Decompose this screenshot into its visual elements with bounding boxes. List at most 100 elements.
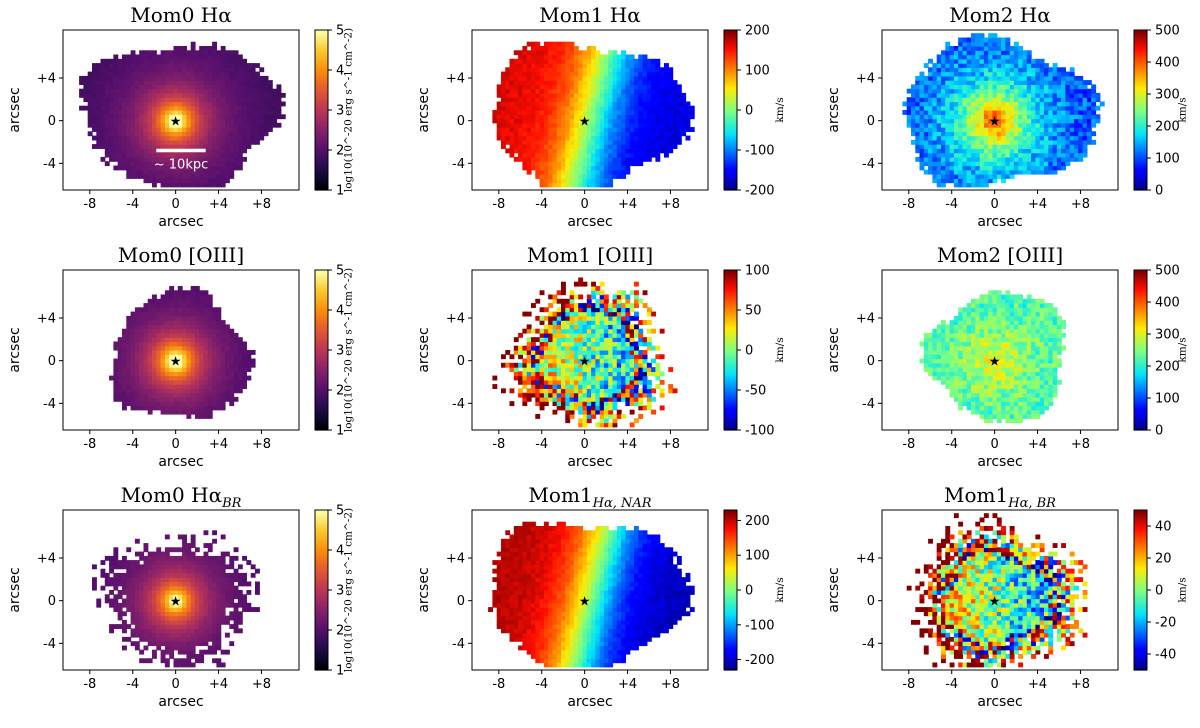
heatmap-cell — [673, 102, 678, 107]
heatmap-cell — [208, 127, 213, 132]
heatmap-cell — [608, 102, 613, 107]
heatmap-cell — [967, 153, 972, 158]
heatmap-cell — [1018, 136, 1023, 141]
heatmap-cell — [204, 401, 209, 406]
heatmap-cell — [975, 183, 980, 188]
heatmap-cell — [109, 119, 114, 124]
heatmap-cell — [638, 63, 643, 68]
heatmap-cell — [501, 388, 506, 393]
heatmap-cell — [204, 406, 209, 411]
heatmap-cell — [950, 157, 955, 162]
heatmap-cell — [578, 93, 583, 98]
heatmap-cell — [268, 127, 273, 132]
heatmap-cell — [96, 102, 101, 107]
heatmap-cell — [161, 93, 166, 98]
heatmap-cell — [135, 63, 140, 68]
heatmap-cell — [199, 397, 204, 402]
heatmap-cell — [928, 93, 933, 98]
heatmap-cell — [945, 89, 950, 94]
heatmap-cell — [122, 346, 127, 351]
heatmap-cell — [144, 144, 149, 149]
heatmap-cell — [937, 148, 942, 153]
heatmap-cell — [135, 136, 140, 141]
heatmap-cell — [668, 89, 673, 94]
heatmap-cell — [975, 67, 980, 72]
heatmap-cell — [1001, 106, 1006, 111]
heatmap-cell — [984, 106, 989, 111]
heatmap-cell — [557, 148, 562, 153]
heatmap-cell — [83, 80, 88, 85]
heatmap-cell — [178, 401, 183, 406]
heatmap-cell — [152, 397, 157, 402]
heatmap-cell — [225, 157, 230, 162]
heatmap-cell — [643, 136, 648, 141]
heatmap-cell — [216, 93, 221, 98]
heatmap-cell — [514, 157, 519, 162]
heatmap-cell — [1074, 76, 1079, 81]
heatmap-cell — [613, 102, 618, 107]
heatmap-cell — [1078, 144, 1083, 149]
heatmap-cell — [975, 174, 980, 179]
heatmap-cell — [1070, 148, 1075, 153]
heatmap-cell — [161, 110, 166, 115]
heatmap-cell — [156, 401, 161, 406]
heatmap-cell — [1010, 46, 1015, 51]
heatmap-cell — [1001, 123, 1006, 128]
heatmap-cell — [553, 89, 558, 94]
heatmap-cell — [553, 80, 558, 85]
heatmap-cell — [191, 307, 196, 312]
heatmap-cell — [997, 42, 1002, 47]
heatmap-cell — [967, 136, 972, 141]
heatmap-cell — [570, 50, 575, 55]
heatmap-cell — [169, 329, 174, 334]
heatmap-cell — [548, 376, 553, 381]
heatmap-cell — [212, 350, 217, 355]
heatmap-cell — [105, 123, 110, 128]
heatmap-cell — [634, 80, 639, 85]
heatmap-cell — [1040, 102, 1045, 107]
heatmap-cell — [540, 131, 545, 136]
heatmap-cell — [613, 127, 618, 132]
heatmap-cell — [617, 102, 622, 107]
heatmap-cell — [984, 42, 989, 47]
heatmap-cell — [941, 63, 946, 68]
heatmap-cell — [1010, 55, 1015, 60]
heatmap-cell — [583, 93, 588, 98]
heatmap-cell — [664, 76, 669, 81]
heatmap-cell — [1074, 80, 1079, 85]
heatmap-cell — [109, 72, 114, 77]
heatmap-cell — [971, 123, 976, 128]
heatmap-cell — [997, 153, 1002, 158]
heatmap-cell — [668, 67, 673, 72]
heatmap-cell — [527, 371, 532, 376]
heatmap-cell — [518, 72, 523, 77]
heatmap-cell — [165, 67, 170, 72]
heatmap-cell — [932, 119, 937, 124]
heatmap-cell — [997, 80, 1002, 85]
heatmap-cell — [234, 157, 239, 162]
heatmap-cell — [1001, 84, 1006, 89]
heatmap-cell — [915, 84, 920, 89]
heatmap-cell — [1040, 80, 1045, 85]
heatmap-cell — [617, 89, 622, 94]
heatmap-cell — [1023, 102, 1028, 107]
heatmap-cell — [216, 320, 221, 325]
heatmap-cell — [561, 63, 566, 68]
heatmap-cell — [540, 401, 545, 406]
heatmap-cell — [535, 97, 540, 102]
heatmap-cell — [1040, 136, 1045, 141]
heatmap-cell — [169, 316, 174, 321]
heatmap-cell — [544, 50, 549, 55]
heatmap-cell — [113, 397, 118, 402]
heatmap-cell — [544, 72, 549, 77]
heatmap-cell — [165, 131, 170, 136]
heatmap-cell — [527, 84, 532, 89]
heatmap-cell — [199, 55, 204, 60]
heatmap-cell — [677, 140, 682, 145]
heatmap-cell — [216, 153, 221, 158]
heatmap-cell — [178, 72, 183, 77]
heatmap-cell — [941, 110, 946, 115]
heatmap-cell — [221, 55, 226, 60]
heatmap-cell — [161, 363, 166, 368]
